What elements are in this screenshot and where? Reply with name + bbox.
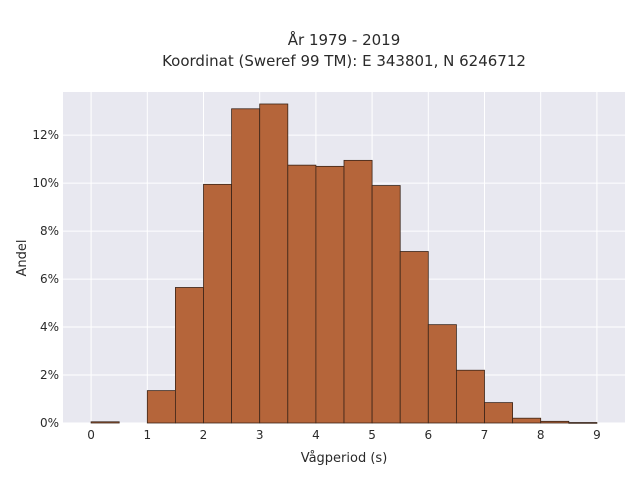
- histogram-bar: [512, 417, 542, 424]
- x-tick-label: 0: [87, 428, 95, 442]
- histogram-bar: [540, 420, 570, 424]
- histogram-bar: [455, 369, 485, 424]
- y-tick-label: 6%: [40, 272, 59, 286]
- y-tick-label: 0%: [40, 416, 59, 430]
- chart-title-line1: År 1979 - 2019: [288, 30, 401, 49]
- x-tick-label: 8: [537, 428, 545, 442]
- y-tick-label: 12%: [32, 128, 59, 142]
- histogram-bar: [484, 402, 514, 424]
- y-axis-label: Andel: [15, 240, 30, 277]
- y-tick-label: 4%: [40, 320, 59, 334]
- x-tick-label: 3: [256, 428, 264, 442]
- x-tick-label: 1: [143, 428, 151, 442]
- x-tick-label: 6: [424, 428, 432, 442]
- histogram-bar: [203, 183, 233, 424]
- x-tick-label: 9: [593, 428, 601, 442]
- histogram-bar: [315, 165, 345, 424]
- histogram-bar: [568, 422, 598, 424]
- y-axis-ticks: 0% 2% 4% 6% 8% 10% 12%: [32, 128, 59, 430]
- histogram-bar: [399, 251, 429, 424]
- x-axis-label: Vågperiod (s): [301, 451, 388, 466]
- x-tick-label: 4: [312, 428, 320, 442]
- x-tick-label: 2: [200, 428, 208, 442]
- histogram-bar: [146, 390, 176, 424]
- histogram-bar: [90, 421, 120, 424]
- chart-title-line2: Koordinat (Sweref 99 TM): E 343801, N 62…: [162, 52, 526, 70]
- x-tick-label: 5: [368, 428, 376, 442]
- histogram-bar: [231, 108, 261, 424]
- y-tick-label: 10%: [32, 176, 59, 190]
- histogram-bar: [371, 185, 401, 424]
- histogram-bar: [343, 159, 373, 424]
- histogram-bar: [259, 103, 289, 424]
- histogram-bar: [427, 324, 457, 424]
- histogram-bar: [174, 287, 204, 424]
- histogram-bar: [287, 164, 317, 424]
- x-tick-label: 7: [481, 428, 489, 442]
- x-axis-ticks: 0 1 2 3 4 5 6 7 8 9: [87, 428, 600, 442]
- y-tick-label: 8%: [40, 224, 59, 238]
- y-tick-label: 2%: [40, 368, 59, 382]
- bars: [90, 103, 598, 424]
